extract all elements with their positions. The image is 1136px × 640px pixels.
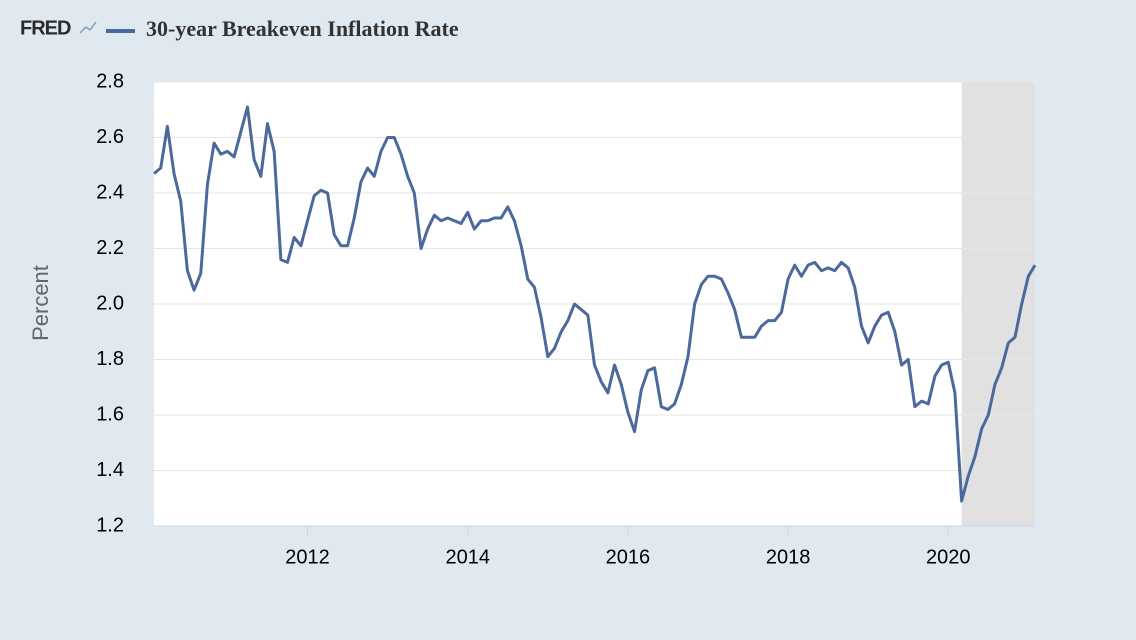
- x-tick-label: 2016: [606, 546, 651, 568]
- y-tick-label: 1.8: [96, 348, 124, 370]
- y-tick-label: 2.8: [96, 70, 124, 92]
- y-tick-label: 1.4: [96, 459, 124, 481]
- y-tick-label: 1.2: [96, 514, 124, 536]
- y-axis-label: Percent: [28, 265, 53, 341]
- x-tick-label: 2018: [766, 546, 811, 568]
- y-tick-label: 2.4: [96, 181, 124, 203]
- y-tick-label: 2.2: [96, 237, 124, 259]
- logo[interactable]: FRED: [20, 17, 72, 39]
- y-tick-label: 2.6: [96, 126, 124, 148]
- y-tick-label: 1.6: [96, 403, 124, 425]
- data-line: [153, 105, 1037, 503]
- y-tick-label: 2.0: [96, 292, 124, 314]
- x-tick-label: 2020: [926, 546, 971, 568]
- legend-label: 30-year Breakeven Inflation Rate: [146, 16, 459, 41]
- logo-icon: [79, 21, 97, 34]
- x-tick-label: 2012: [285, 546, 330, 568]
- x-tick-label: 2014: [445, 546, 490, 568]
